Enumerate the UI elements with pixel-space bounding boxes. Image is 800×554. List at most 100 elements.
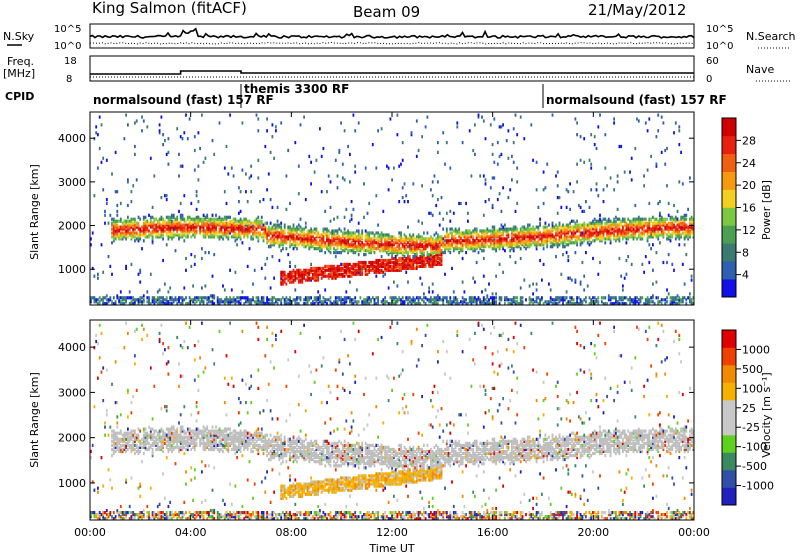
power-cell [213,296,216,300]
power-cell [532,237,534,241]
power-cell [470,245,473,249]
power-cell [276,241,279,245]
power-cell [664,302,667,306]
power-cell [519,256,522,261]
power-cell [102,302,105,306]
velocity-cell [98,356,101,360]
power-cell [146,290,149,294]
power-cell [602,200,605,204]
power-cell [560,272,563,276]
power-cell [593,231,596,235]
power-cell [361,243,364,247]
power-cell [653,219,656,223]
power-cell [289,235,291,239]
power-cell [637,221,640,225]
power-cell [563,237,566,241]
power-cell [435,300,438,304]
power-cell [533,231,536,235]
velocity-cell [134,439,136,443]
power-cell [634,229,637,233]
power-cell [118,237,120,241]
power-cell [627,225,630,229]
power-cell [641,225,644,229]
power-cell [417,247,420,251]
power-cell [426,298,429,302]
power-cell [627,231,630,235]
velocity-cell [139,511,142,515]
power-cell [495,247,497,251]
power-cell [618,233,621,237]
power-cell [498,241,501,245]
power-cell [511,300,513,304]
power-cell [164,302,166,306]
power-cell [410,262,413,266]
power-cell [637,233,640,237]
power-cell [292,274,295,278]
power-cell [363,298,365,302]
power-cell [354,239,357,243]
power-cell [329,264,332,268]
power-cell [220,229,223,233]
power-cell [134,227,136,231]
power-cell [671,217,674,221]
power-cell [183,217,186,221]
power-cell [308,247,311,251]
power-cell [158,131,161,135]
power-cell [357,300,360,304]
power-cell [637,223,640,227]
power-cell [352,264,355,268]
power-cell [324,270,327,274]
power-cell [334,266,337,270]
power-cell [114,229,117,233]
power-cell [357,231,360,235]
power-cell [415,258,418,263]
power-cell [238,300,240,304]
power-cell [585,251,587,255]
power-cell [542,231,545,235]
velocity-cell [125,449,127,454]
power-cell [280,302,283,306]
power-cell [164,139,166,143]
power-cell [523,225,526,229]
power-cell [378,245,381,249]
power-cell [669,235,672,239]
power-cell [493,243,496,247]
power-cell [451,266,453,270]
power-cell [322,296,325,300]
power-cell [202,160,205,164]
power-cell [405,298,408,302]
power-cell [371,249,374,253]
power-cell [134,298,136,302]
power-cell [269,231,272,235]
power-cell [537,229,540,233]
power-cell [692,229,695,233]
power-cell [489,235,492,239]
power-cell [583,160,586,164]
power-cell [174,217,177,221]
power-cell [193,135,196,139]
power-cell [361,233,364,237]
power-cell [528,229,531,233]
power-cell [521,300,524,304]
power-cell [474,296,476,300]
power-cell [606,235,608,239]
power-cell [347,270,349,274]
power-cell [153,300,156,304]
power-cell [683,237,686,241]
power-cell [243,219,246,223]
power-cell [440,298,443,302]
power-cell [673,302,675,306]
power-cell [414,258,416,263]
velocity-cell [139,482,142,486]
power-cell [514,235,517,239]
power-cell [326,190,328,194]
power-cell [407,255,409,259]
power-cell [669,239,672,243]
power-cell [230,223,233,227]
power-cell [583,298,586,302]
power-cell [186,217,189,221]
power-cell [644,223,647,227]
power-cell [595,237,598,241]
power-cell [437,141,439,145]
power-cell [662,298,665,302]
